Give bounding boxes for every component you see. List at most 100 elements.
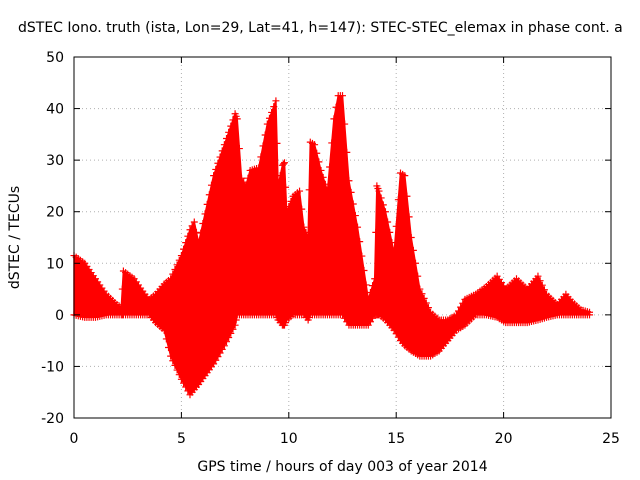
series-point-lower	[165, 344, 173, 352]
x-tick-label: 5	[177, 431, 186, 447]
series-point-upper	[328, 139, 336, 147]
series-point-lower	[182, 383, 190, 391]
series-point-upper	[452, 311, 460, 319]
series-point-upper	[403, 192, 411, 200]
series-point-upper	[197, 229, 205, 237]
series-point-upper	[347, 188, 355, 196]
series-point-upper	[304, 234, 312, 241]
series-point-upper	[244, 174, 252, 182]
series-point-upper	[424, 304, 432, 312]
y-tick-label: 20	[46, 205, 64, 221]
y-tick-label: 50	[46, 50, 64, 66]
series-point-lower	[232, 316, 240, 324]
series-point-upper	[298, 205, 306, 213]
series-point-upper	[199, 220, 207, 228]
data-series	[70, 92, 594, 399]
series-point-upper	[214, 159, 222, 167]
series-point-upper	[345, 177, 353, 185]
series-point-upper	[261, 131, 269, 139]
series-point-upper	[182, 239, 190, 247]
series-point-upper	[341, 120, 349, 128]
series-point-upper	[459, 299, 467, 307]
series-point-upper	[364, 295, 372, 303]
series-point-upper	[216, 153, 224, 161]
series-point-upper	[220, 141, 228, 149]
series-point-upper	[302, 228, 310, 236]
series-point-upper	[218, 147, 226, 155]
y-tick-label: -10	[41, 359, 64, 375]
series-point-upper	[416, 285, 424, 293]
series-point-upper	[201, 210, 209, 218]
series-point-upper	[313, 149, 321, 157]
series-point-upper	[349, 200, 357, 208]
series-point-upper	[407, 234, 415, 241]
series-point-upper	[394, 196, 402, 204]
series-point-upper	[279, 160, 287, 168]
series-point-upper	[118, 285, 126, 293]
x-axis-label: GPS time / hours of day 003 of year 2014	[197, 459, 487, 475]
series-point-upper	[418, 290, 426, 298]
y-tick-label: 10	[46, 256, 64, 272]
series-point-upper	[351, 212, 359, 220]
series-point-upper	[414, 272, 422, 280]
series-point-upper	[354, 223, 362, 231]
series-point-upper	[356, 238, 364, 246]
x-tick-label: 10	[280, 431, 298, 447]
series-point-upper	[210, 172, 218, 180]
series-point-upper	[319, 173, 327, 181]
series-point-upper	[388, 239, 396, 247]
series-point-upper	[205, 191, 213, 199]
series-point-upper	[229, 116, 237, 124]
series-point-upper	[311, 141, 319, 149]
series-point-lower	[180, 379, 188, 387]
series-point-upper	[242, 182, 250, 190]
series-point-lower	[167, 352, 175, 360]
series-point-upper	[405, 213, 413, 221]
x-tick-label: 20	[495, 431, 513, 447]
series-point-upper	[117, 303, 125, 311]
series-point-upper	[263, 120, 271, 128]
series-point-upper	[379, 201, 387, 209]
series-point-upper	[343, 148, 351, 156]
series-point-upper	[369, 282, 377, 290]
series-point-upper	[238, 174, 246, 182]
series-point-upper	[223, 134, 231, 142]
series-point-upper	[401, 172, 409, 180]
series-point-upper	[225, 128, 233, 136]
series-point-upper	[384, 218, 392, 226]
series-point-lower	[225, 334, 233, 342]
series-point-lower	[586, 311, 594, 319]
series-point-upper	[358, 252, 366, 260]
series-point-upper	[272, 97, 280, 105]
series-point-lower	[214, 353, 222, 361]
series-point-upper	[326, 163, 334, 171]
y-tick-label: -20	[41, 411, 64, 427]
series-point-upper	[255, 164, 263, 172]
series-point-upper	[381, 208, 389, 216]
series-point-lower	[184, 387, 192, 395]
series-point-lower	[177, 375, 185, 383]
series-point-upper	[317, 166, 325, 174]
series-point-upper	[268, 108, 276, 116]
series-point-upper	[235, 145, 243, 153]
series-point-upper	[390, 249, 398, 257]
series-point-upper	[305, 186, 313, 194]
series-point-upper	[180, 245, 188, 253]
series-point-upper	[184, 232, 192, 240]
y-tick-label: 0	[55, 308, 64, 324]
series-point-upper	[386, 228, 394, 236]
series-point-upper	[192, 228, 200, 236]
plot-frame	[73, 56, 612, 419]
series-point-lower	[160, 326, 168, 334]
series-point-upper	[372, 228, 380, 236]
x-tick-label: 0	[70, 431, 79, 447]
series-point-lower	[223, 338, 231, 346]
series-point-lower	[231, 321, 239, 329]
series-point-upper	[169, 270, 177, 278]
y-axis-label: dSTEC / TECUs	[7, 186, 23, 289]
series-point-upper	[538, 281, 546, 289]
series-point-upper	[296, 187, 304, 195]
series-point-upper	[285, 203, 293, 211]
series-point-upper	[257, 153, 265, 161]
